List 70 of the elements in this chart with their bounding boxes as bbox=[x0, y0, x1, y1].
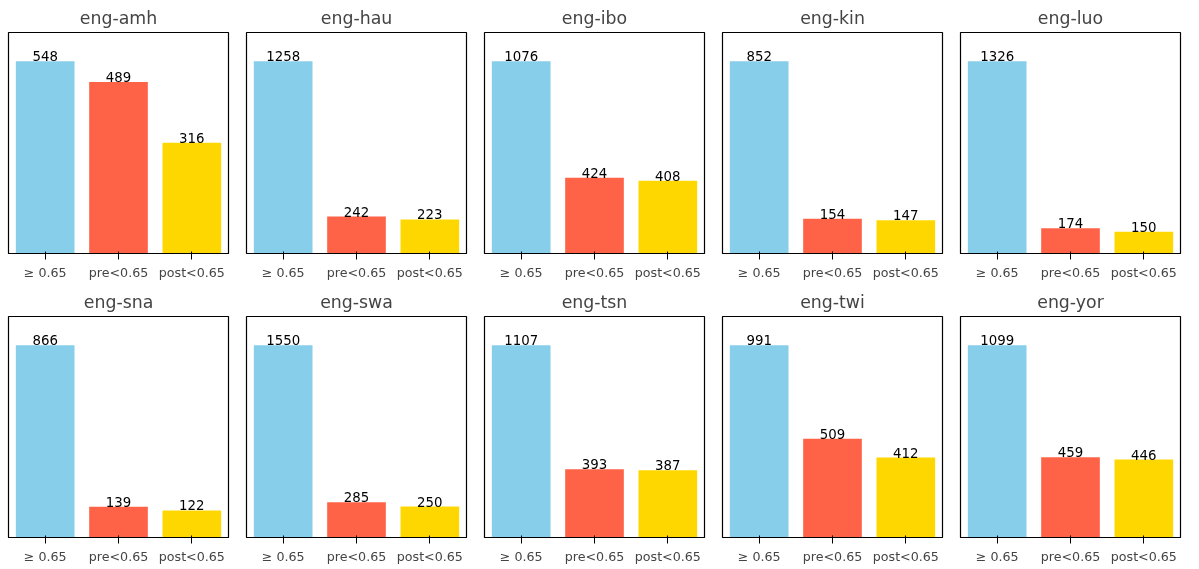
data-label: 154 bbox=[819, 206, 846, 222]
data-label: 393 bbox=[581, 457, 608, 473]
x-tick-label: post<0.65 bbox=[396, 264, 463, 280]
data-label: 1076 bbox=[504, 49, 539, 65]
x-tick-label: ≥ 0.65 bbox=[975, 548, 1019, 564]
x-tick-label: pre<0.65 bbox=[802, 264, 863, 280]
x-tick-label: post<0.65 bbox=[396, 548, 463, 564]
data-label: 174 bbox=[1057, 216, 1084, 232]
x-tick-label: pre<0.65 bbox=[88, 264, 149, 280]
chart-title: eng-yor bbox=[1037, 291, 1105, 312]
data-label: 459 bbox=[1057, 445, 1084, 461]
data-label: 1258 bbox=[266, 49, 301, 65]
data-label: 408 bbox=[655, 168, 681, 184]
chart-title: eng-twi bbox=[800, 291, 865, 312]
x-tick-label: post<0.65 bbox=[1110, 264, 1177, 280]
data-label: 1099 bbox=[980, 333, 1015, 349]
data-label: 412 bbox=[893, 445, 919, 461]
data-label: 387 bbox=[655, 458, 681, 474]
x-tick-label: pre<0.65 bbox=[1040, 548, 1101, 564]
chart-title: eng-ibo bbox=[561, 7, 628, 28]
x-tick-label: ≥ 0.65 bbox=[737, 548, 781, 564]
data-label: 223 bbox=[417, 207, 443, 223]
x-tick-label: pre<0.65 bbox=[802, 548, 863, 564]
x-tick-label: pre<0.65 bbox=[564, 548, 625, 564]
x-tick-label: ≥ 0.65 bbox=[23, 264, 67, 280]
data-label: 122 bbox=[179, 498, 205, 514]
data-label: 150 bbox=[1131, 219, 1157, 235]
x-tick-label: pre<0.65 bbox=[564, 264, 625, 280]
data-label: 548 bbox=[32, 49, 58, 65]
x-tick-label: ≥ 0.65 bbox=[499, 264, 543, 280]
data-label: 250 bbox=[417, 494, 443, 510]
data-label: 446 bbox=[1131, 447, 1157, 463]
data-label: 147 bbox=[893, 208, 919, 224]
x-tick-label: post<0.65 bbox=[634, 548, 701, 564]
x-tick-label: post<0.65 bbox=[158, 264, 225, 280]
x-tick-label: post<0.65 bbox=[158, 548, 225, 564]
data-label: 242 bbox=[343, 204, 370, 220]
x-tick-label: ≥ 0.65 bbox=[975, 264, 1019, 280]
chart-title: eng-luo bbox=[1037, 7, 1104, 28]
x-tick-label: pre<0.65 bbox=[326, 548, 387, 564]
chart-title: eng-swa bbox=[320, 291, 393, 312]
data-label: 424 bbox=[581, 165, 608, 181]
chart-title: eng-amh bbox=[79, 7, 158, 28]
x-tick-label: ≥ 0.65 bbox=[261, 548, 305, 564]
x-tick-label: ≥ 0.65 bbox=[261, 264, 305, 280]
data-label: 1550 bbox=[266, 333, 301, 349]
x-tick-label: post<0.65 bbox=[634, 264, 701, 280]
x-tick-label: ≥ 0.65 bbox=[737, 264, 781, 280]
data-label: 1107 bbox=[504, 333, 539, 349]
data-label: 1326 bbox=[980, 49, 1015, 65]
data-label: 139 bbox=[105, 494, 132, 510]
x-tick-label: post<0.65 bbox=[872, 548, 939, 564]
data-label: 852 bbox=[746, 49, 772, 65]
data-label: 991 bbox=[746, 333, 772, 349]
data-label: 509 bbox=[819, 426, 846, 442]
x-tick-label: pre<0.65 bbox=[88, 548, 149, 564]
data-label: 316 bbox=[179, 130, 205, 146]
x-tick-label: post<0.65 bbox=[872, 264, 939, 280]
chart-title: eng-sna bbox=[83, 291, 154, 312]
chart-title: eng-hau bbox=[320, 7, 393, 28]
data-label: 866 bbox=[32, 333, 58, 349]
x-tick-label: pre<0.65 bbox=[1040, 264, 1101, 280]
x-tick-label: ≥ 0.65 bbox=[499, 548, 543, 564]
chart-title: eng-tsn bbox=[561, 291, 628, 312]
data-label: 285 bbox=[343, 490, 370, 506]
chart-title: eng-kin bbox=[800, 7, 865, 28]
x-tick-label: pre<0.65 bbox=[326, 264, 387, 280]
x-tick-label: ≥ 0.65 bbox=[23, 548, 67, 564]
x-tick-label: post<0.65 bbox=[1110, 548, 1177, 564]
data-label: 489 bbox=[105, 70, 132, 86]
